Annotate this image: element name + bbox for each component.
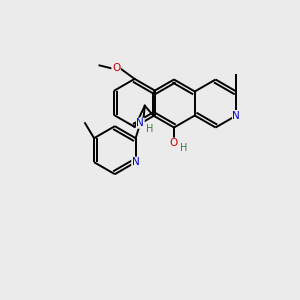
- Text: H: H: [180, 142, 188, 153]
- Text: O: O: [112, 63, 120, 74]
- Text: N: N: [232, 110, 240, 121]
- Text: N: N: [132, 157, 140, 167]
- Text: O: O: [170, 138, 178, 148]
- Text: H: H: [146, 124, 154, 134]
- Text: N: N: [136, 118, 144, 128]
